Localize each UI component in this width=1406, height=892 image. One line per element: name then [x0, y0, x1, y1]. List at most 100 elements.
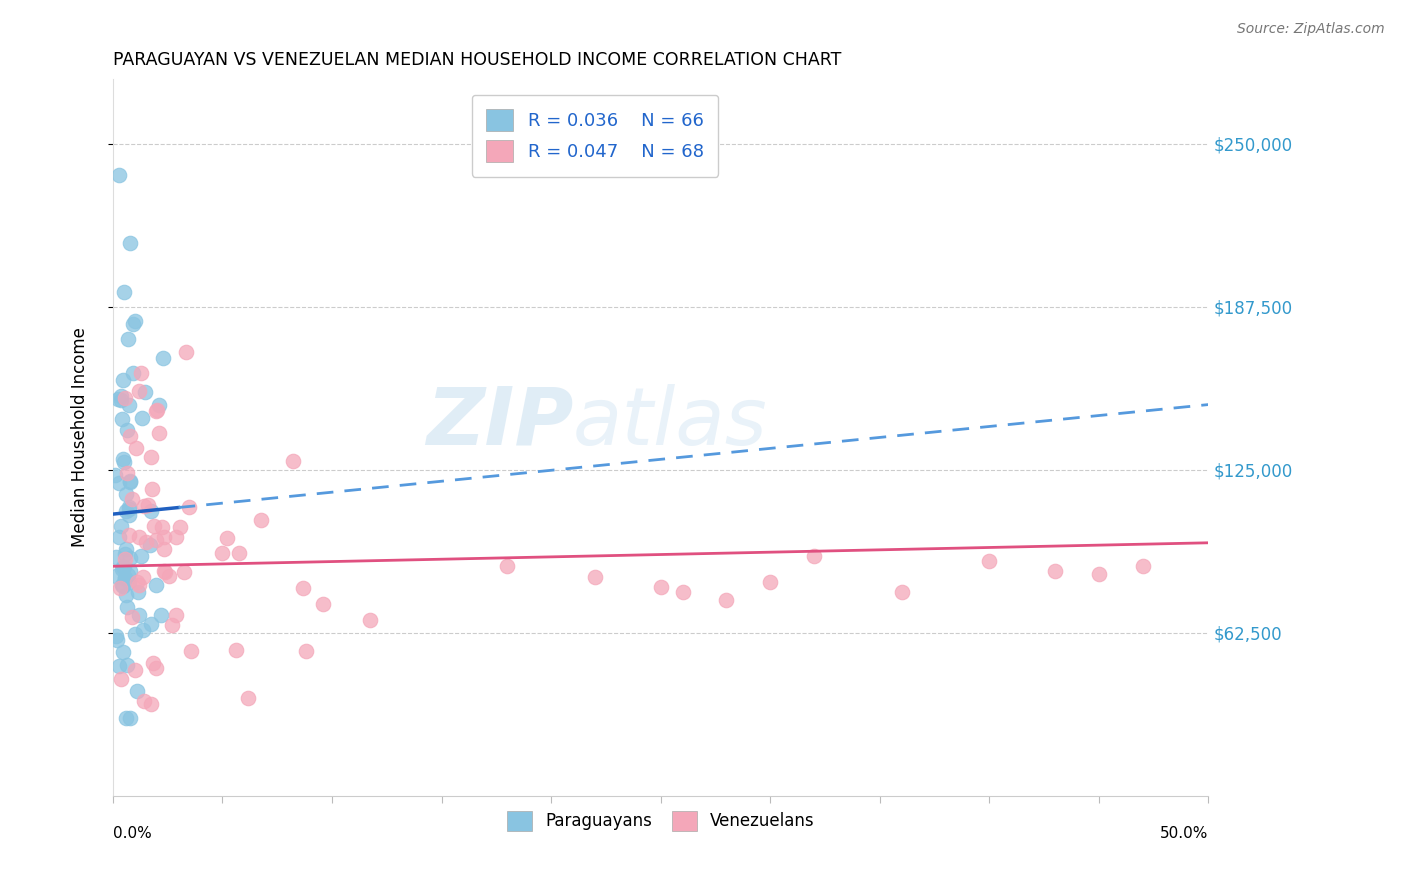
- Point: [979, 554, 1001, 568]
- Point: [179, 500, 201, 514]
- Point: [759, 574, 782, 589]
- Point: [148, 425, 170, 440]
- Point: [118, 399, 141, 413]
- Point: [112, 560, 135, 574]
- Point: [145, 533, 167, 547]
- Point: [111, 562, 134, 576]
- Point: [131, 366, 153, 380]
- Point: [312, 597, 335, 611]
- Point: [149, 608, 172, 623]
- Point: [125, 442, 148, 456]
- Point: [1043, 565, 1066, 579]
- Point: [152, 541, 174, 556]
- Text: 0.0%: 0.0%: [112, 826, 152, 841]
- Point: [118, 528, 141, 542]
- Point: [112, 452, 135, 467]
- Point: [122, 366, 145, 380]
- Point: [129, 549, 152, 563]
- Point: [110, 518, 132, 533]
- Point: [118, 502, 141, 516]
- Point: [496, 559, 519, 574]
- Point: [132, 570, 155, 584]
- Point: [120, 564, 142, 578]
- Point: [110, 392, 132, 407]
- Point: [115, 588, 138, 602]
- Text: 50.0%: 50.0%: [1160, 826, 1209, 841]
- Point: [215, 531, 238, 545]
- Point: [117, 657, 139, 672]
- Point: [225, 643, 247, 657]
- Point: [112, 373, 135, 387]
- Point: [139, 617, 162, 632]
- Point: [108, 659, 131, 673]
- Point: [152, 351, 174, 365]
- Point: [114, 571, 136, 585]
- Point: [145, 404, 167, 418]
- Point: [104, 468, 127, 483]
- Point: [131, 410, 153, 425]
- Point: [107, 392, 129, 406]
- Point: [121, 491, 143, 506]
- Point: [117, 332, 139, 346]
- Point: [114, 571, 136, 585]
- Point: [143, 519, 166, 533]
- Text: ZIP: ZIP: [426, 384, 574, 462]
- Point: [165, 608, 187, 623]
- Point: [114, 547, 136, 561]
- Point: [173, 565, 195, 579]
- Point: [107, 476, 129, 491]
- Point: [141, 450, 163, 464]
- Point: [155, 565, 177, 579]
- Point: [110, 389, 132, 403]
- Point: [294, 644, 316, 658]
- Point: [118, 574, 141, 589]
- Point: [112, 455, 135, 469]
- Point: [117, 466, 139, 480]
- Text: Source: ZipAtlas.com: Source: ZipAtlas.com: [1237, 22, 1385, 37]
- Point: [650, 580, 672, 594]
- Point: [803, 549, 825, 563]
- Point: [148, 398, 170, 412]
- Point: [111, 645, 134, 659]
- Point: [160, 617, 183, 632]
- Point: [150, 520, 173, 534]
- Point: [238, 691, 260, 706]
- Point: [134, 384, 156, 399]
- Point: [292, 581, 315, 595]
- Point: [115, 486, 138, 500]
- Point: [157, 569, 180, 583]
- Point: [115, 423, 138, 437]
- Point: [145, 402, 167, 417]
- Point: [120, 235, 142, 250]
- Point: [716, 593, 738, 607]
- Point: [145, 660, 167, 674]
- Point: [110, 673, 132, 687]
- Point: [890, 585, 912, 599]
- Point: [120, 429, 142, 443]
- Point: [115, 504, 138, 518]
- Point: [105, 629, 128, 643]
- Point: [228, 546, 250, 560]
- Point: [132, 499, 155, 513]
- Point: [111, 412, 134, 426]
- Point: [111, 579, 134, 593]
- Point: [117, 567, 139, 582]
- Point: [108, 530, 131, 544]
- Point: [142, 656, 165, 670]
- Point: [359, 613, 381, 627]
- Point: [124, 626, 146, 640]
- Point: [132, 623, 155, 637]
- Point: [139, 538, 162, 552]
- Text: atlas: atlas: [574, 384, 768, 462]
- Y-axis label: Median Household Income: Median Household Income: [72, 327, 89, 547]
- Point: [124, 663, 146, 677]
- Point: [115, 599, 138, 614]
- Point: [112, 285, 135, 300]
- Point: [121, 317, 143, 331]
- Point: [128, 578, 150, 592]
- Point: [145, 577, 167, 591]
- Point: [105, 569, 128, 583]
- Point: [1132, 559, 1154, 574]
- Point: [139, 698, 162, 712]
- Point: [135, 534, 157, 549]
